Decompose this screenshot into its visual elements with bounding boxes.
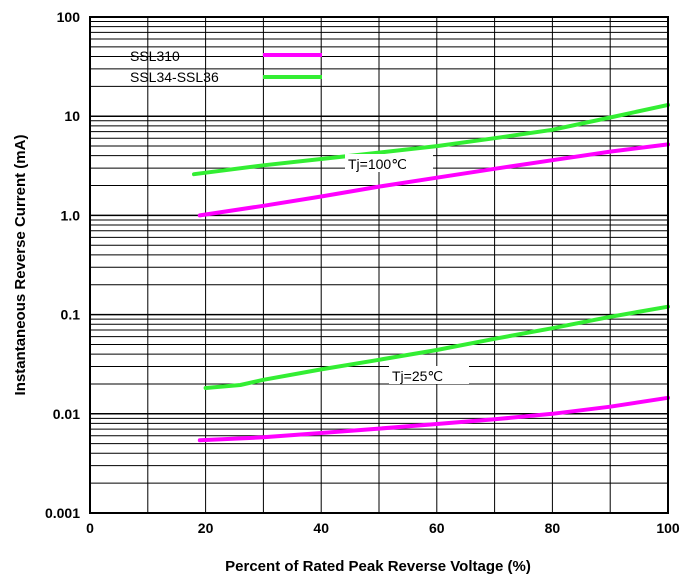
annotation-tj-25c: Tj=25℃ [392, 368, 443, 384]
y-tick-label: 0.01 [53, 406, 80, 422]
legend-label-ssl34-ssl36: SSL34-SSL36 [130, 69, 219, 85]
x-tick-label: 0 [86, 520, 94, 536]
grid [89, 17, 669, 514]
y-tick-label: 100 [57, 9, 81, 25]
legend: SSL310 SSL34-SSL36 [130, 48, 322, 85]
series-line-ssl34-ssl36 [203, 304, 670, 390]
legend-label-ssl310: SSL310 [130, 48, 180, 64]
curves [192, 102, 670, 443]
y-tick-label: 0.001 [45, 505, 80, 521]
x-tick-label: 20 [198, 520, 214, 536]
annotation-bg-25c [389, 366, 469, 384]
x-tick-label: 100 [656, 520, 680, 536]
annotation-bg-100c [345, 154, 433, 172]
y-tick-label: 0.1 [61, 307, 81, 323]
series-line-ssl34-ssl36 [192, 102, 670, 177]
y-axis-title: Instantaneous Reverse Current (mA) [12, 135, 29, 396]
x-tick-label: 80 [545, 520, 561, 536]
plot-frame [89, 16, 669, 514]
series-line-ssl310 [197, 395, 670, 443]
x-tick-label: 60 [429, 520, 445, 536]
series-line-ssl310 [197, 142, 670, 218]
tick-labels: 0 20 40 60 80 100 0.001 0.01 0.1 1.0 10 100 [45, 9, 680, 536]
annotations: Tj=100℃ Tj=25℃ [345, 154, 469, 384]
y-tick-label: 10 [64, 108, 80, 124]
x-tick-label: 40 [313, 520, 329, 536]
annotation-tj-100c: Tj=100℃ [348, 156, 407, 172]
y-tick-label: 1.0 [61, 207, 81, 223]
x-axis-title: Percent of Rated Peak Reverse Voltage (%… [225, 558, 531, 575]
